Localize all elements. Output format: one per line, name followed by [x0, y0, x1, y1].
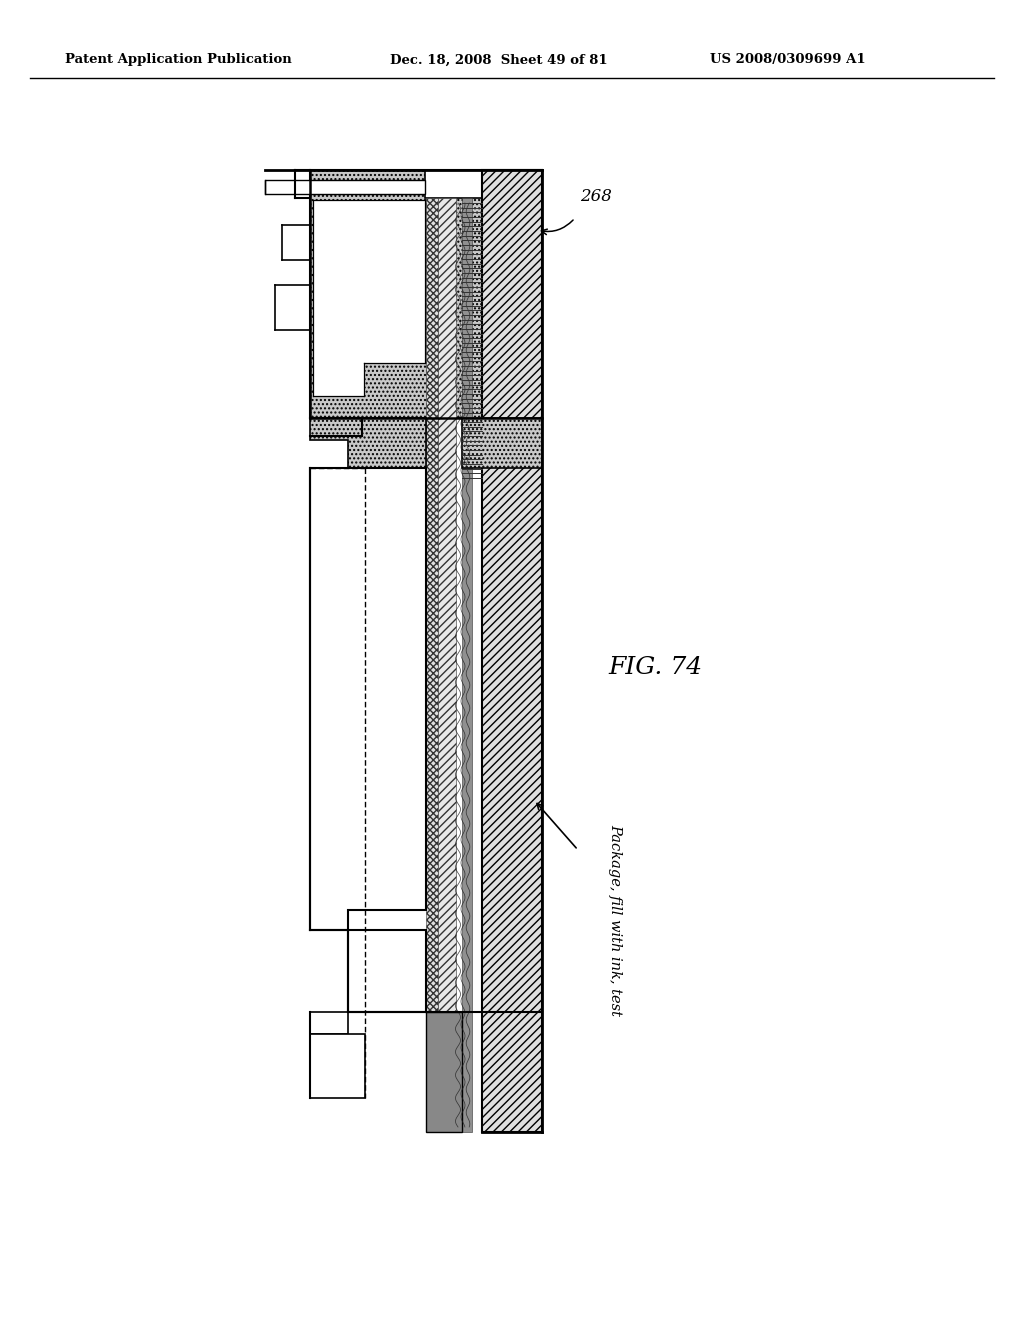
Text: US 2008/0309699 A1: US 2008/0309699 A1	[710, 54, 865, 66]
Text: Dec. 18, 2008  Sheet 49 of 81: Dec. 18, 2008 Sheet 49 of 81	[390, 54, 607, 66]
Polygon shape	[348, 931, 426, 1012]
Polygon shape	[310, 1012, 348, 1034]
Polygon shape	[438, 198, 456, 1133]
Polygon shape	[310, 170, 542, 418]
Text: 268: 268	[580, 187, 612, 205]
Polygon shape	[462, 198, 472, 1133]
Polygon shape	[425, 170, 542, 198]
Polygon shape	[462, 418, 542, 469]
Polygon shape	[310, 469, 426, 931]
Polygon shape	[265, 180, 425, 194]
Polygon shape	[310, 418, 426, 469]
Polygon shape	[426, 198, 438, 1133]
Text: FIG. 74: FIG. 74	[608, 656, 702, 680]
Polygon shape	[310, 1034, 365, 1098]
Text: Package, fill with ink, test: Package, fill with ink, test	[608, 824, 622, 1016]
Text: Patent Application Publication: Patent Application Publication	[65, 54, 292, 66]
Polygon shape	[426, 1012, 462, 1133]
Polygon shape	[482, 170, 542, 1133]
Polygon shape	[313, 201, 425, 396]
